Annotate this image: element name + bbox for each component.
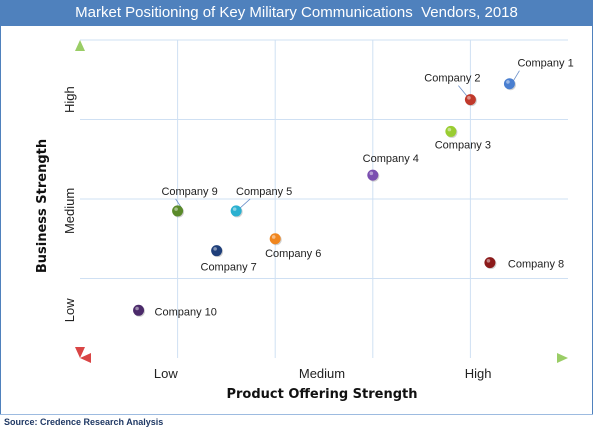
company-2-point [464,94,476,106]
company-5-label: Company 5 [236,186,292,198]
x-tick-label: Medium [299,366,345,381]
company-3-point-highlight [447,127,452,132]
tick-labels: Low Medium High Low Medium High [62,86,492,381]
point-labels: Company 1 Company 2 Company 3 Company 4 Comp… [155,58,574,319]
company-5-point-highlight [232,207,237,211]
company-2-point-highlight [467,96,471,100]
company-4-point [367,169,379,181]
y-tick-label: High [62,86,77,113]
x-axis-arrow-left [80,353,91,363]
company-4-label: Company 4 [363,153,419,165]
x-tick-label: Low [154,366,178,381]
company-5-point [230,205,242,217]
company-3-point [445,125,457,137]
company-1-leader [513,70,520,81]
company-2-label: Company 2 [424,73,480,85]
company-2-leader [458,85,468,97]
company-7-label: Company 7 [201,262,257,274]
company-4-point-highlight [369,171,374,176]
data-points [133,78,516,317]
y-axis-title: Business Strength [35,139,50,273]
company-1-point-highlight [506,80,510,84]
company-8-point [484,257,496,269]
company-7-point-highlight [213,247,217,251]
company-6-point [269,233,281,245]
company-9-point-highlight [174,207,178,211]
x-tick-label: High [465,366,492,381]
company-10-point-highlight [135,306,139,311]
company-6-point-highlight [271,235,276,239]
axes [75,40,568,363]
y-axis-arrow-up [75,40,85,51]
company-1-label: Company 1 [517,58,573,70]
company-9-label: Company 9 [161,186,217,198]
company-6-label: Company 6 [265,248,321,260]
company-8-point-highlight [486,259,491,263]
grid-lines [80,39,568,358]
y-tick-label: Medium [62,188,77,234]
company-10-label: Company 10 [155,306,217,318]
source-note: Source: Credence Research Analysis [0,414,593,428]
y-tick-label: Low [62,298,77,322]
x-axis-title: Product Offering Strength [226,387,417,402]
y-axis-arrow-down [75,347,85,358]
chart-title: Market Positioning of Key Military Commu… [0,0,593,26]
x-axis-arrow-right [557,353,568,363]
company-9-point [172,205,184,217]
company-3-label: Company 3 [435,139,491,151]
company-1-point [503,78,515,90]
company-5-leader [239,198,251,209]
company-10-point [133,304,145,316]
company-8-label: Company 8 [508,259,564,271]
company-7-point [211,245,223,257]
